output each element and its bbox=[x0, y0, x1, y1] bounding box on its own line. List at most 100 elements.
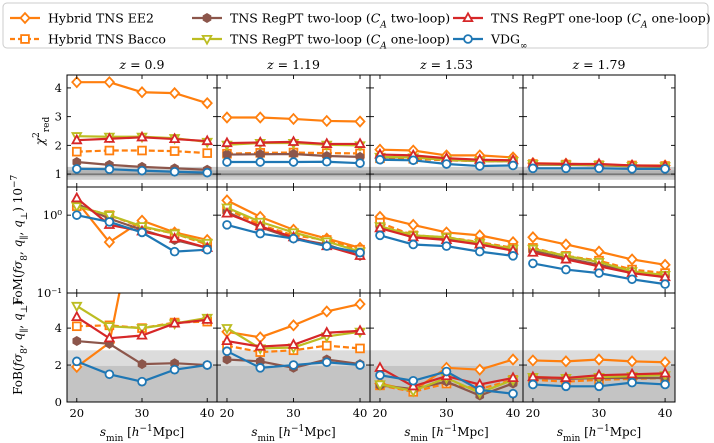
point-tl2 bbox=[137, 359, 147, 370]
x-tick-label: 30 bbox=[592, 406, 607, 420]
point-vdg bbox=[594, 381, 604, 392]
point-ee2 bbox=[659, 258, 671, 272]
panel-FoB-3 bbox=[369, 292, 524, 403]
point-bacco bbox=[202, 148, 213, 158]
point-ol bbox=[168, 232, 181, 243]
point-tl1 bbox=[70, 301, 83, 313]
legend-marker-tl1 bbox=[201, 34, 213, 46]
point-vdg bbox=[441, 159, 452, 169]
point-vdg bbox=[169, 166, 180, 177]
point-ol bbox=[626, 367, 638, 379]
point-vdg bbox=[137, 376, 147, 387]
point-tl1 bbox=[374, 380, 386, 391]
point-ol bbox=[354, 137, 366, 148]
point-ee2 bbox=[354, 297, 366, 311]
point-ol bbox=[136, 328, 148, 340]
x-tick-label: 30 bbox=[439, 406, 454, 420]
point-ee2 bbox=[103, 75, 116, 89]
panel-FoM-1 bbox=[66, 186, 218, 294]
point-ol bbox=[70, 191, 83, 203]
point-vdg bbox=[288, 360, 299, 370]
point-vdg bbox=[594, 163, 604, 174]
point-tl1 bbox=[103, 211, 116, 222]
panel-chi2_red-2 bbox=[216, 74, 371, 188]
y-tick-label: 2 bbox=[55, 138, 62, 152]
series-group bbox=[221, 194, 366, 261]
y-axis-label-FoB: FoB(fσ8, q∥, q⊥) bbox=[11, 300, 30, 395]
point-vdg bbox=[355, 360, 365, 370]
point-vdg bbox=[408, 239, 419, 250]
point-vdg bbox=[561, 264, 571, 275]
legend-frame bbox=[2, 2, 709, 49]
point-ol bbox=[221, 334, 233, 346]
series-group bbox=[221, 111, 366, 168]
point-ol bbox=[201, 134, 214, 146]
legend-marker-bacco bbox=[20, 34, 30, 44]
point-vdg bbox=[288, 157, 299, 167]
point-ee2 bbox=[560, 238, 572, 251]
point-vdg bbox=[137, 227, 147, 238]
point-vdg bbox=[255, 363, 266, 373]
shaded-band bbox=[217, 170, 370, 177]
point-vdg bbox=[508, 160, 518, 171]
point-bacco bbox=[355, 343, 365, 354]
point-tl1 bbox=[221, 324, 233, 335]
panel-title: z = 0.9 bbox=[119, 57, 165, 72]
point-vdg bbox=[561, 381, 571, 392]
point-ee2 bbox=[593, 245, 605, 258]
shaded-band bbox=[370, 170, 523, 177]
point-vdg bbox=[288, 233, 299, 244]
point-ol bbox=[254, 135, 267, 147]
series-group bbox=[374, 210, 519, 261]
x-tick-label: 20 bbox=[526, 406, 541, 420]
point-bacco bbox=[169, 146, 180, 156]
x-tick-label: 40 bbox=[353, 406, 368, 420]
point-ee2 bbox=[254, 111, 266, 124]
panel-FoM-2 bbox=[216, 186, 371, 294]
x-tick-label: 30 bbox=[135, 406, 150, 420]
point-tl2 bbox=[222, 354, 232, 365]
series-group bbox=[70, 191, 214, 257]
point-ol bbox=[168, 132, 181, 144]
point-vdg bbox=[528, 163, 538, 174]
point-vdg bbox=[104, 164, 115, 174]
panel-title: z = 1.19 bbox=[266, 57, 320, 72]
series-group bbox=[374, 143, 519, 171]
point-ee2 bbox=[527, 354, 539, 367]
point-vdg bbox=[375, 230, 385, 241]
y-tick-label: 4 bbox=[55, 81, 62, 95]
point-ee2 bbox=[354, 115, 366, 128]
point-ol bbox=[560, 252, 572, 264]
series-group bbox=[70, 75, 214, 178]
legend-item-ol: TNS RegPT one-loop (CA one-loop) bbox=[453, 11, 711, 31]
point-vdg bbox=[508, 388, 518, 399]
point-ee2 bbox=[103, 235, 116, 249]
point-ee2 bbox=[221, 111, 233, 124]
point-vdg bbox=[104, 369, 115, 380]
x-axis-label: smin [h−1Mpc] bbox=[557, 424, 641, 443]
point-vdg bbox=[255, 228, 266, 239]
point-ol bbox=[103, 331, 116, 343]
point-ol bbox=[560, 371, 572, 383]
point-vdg bbox=[408, 155, 419, 166]
point-ol bbox=[70, 310, 83, 322]
x-tick-label: 20 bbox=[69, 406, 84, 420]
x-axis-label: smin [h−1Mpc] bbox=[251, 424, 335, 443]
point-ol bbox=[320, 137, 333, 148]
point-vdg bbox=[528, 379, 538, 390]
legend-marker-tl2 bbox=[202, 13, 212, 23]
panel-FoB-2 bbox=[216, 292, 371, 403]
panel-title: z = 1.53 bbox=[419, 57, 473, 72]
point-vdg bbox=[169, 364, 180, 375]
panel-FoM-3 bbox=[369, 186, 524, 294]
point-ol bbox=[354, 324, 366, 335]
x-axis-label: smin [h−1Mpc] bbox=[100, 424, 184, 443]
series-group bbox=[527, 353, 671, 392]
legend-label-ee2: Hybrid TNS EE2 bbox=[48, 11, 154, 26]
point-ee2 bbox=[287, 112, 300, 126]
legend-marker-vdg bbox=[463, 34, 473, 44]
point-vdg bbox=[474, 246, 485, 257]
point-bacco bbox=[71, 321, 82, 332]
x-tick-label: 20 bbox=[373, 406, 388, 420]
